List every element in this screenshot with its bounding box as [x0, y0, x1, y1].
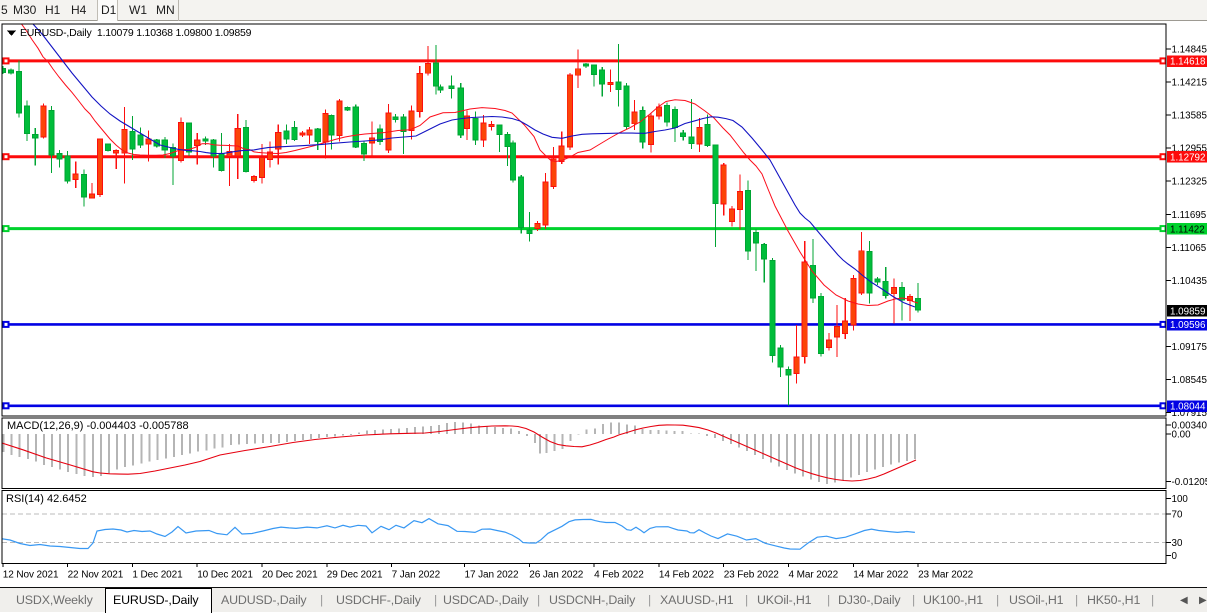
svg-text:100: 100	[1172, 494, 1189, 505]
svg-text:70: 70	[1172, 509, 1183, 520]
svg-text:26 Jan 2022: 26 Jan 2022	[529, 570, 583, 581]
svg-text:20 Dec 2021: 20 Dec 2021	[262, 570, 318, 581]
svg-text:7 Jan 2022: 7 Jan 2022	[392, 570, 441, 581]
svg-text:14 Feb 2022: 14 Feb 2022	[659, 570, 715, 581]
svg-text:1.11065: 1.11065	[1172, 243, 1207, 254]
svg-text:22 Nov 2021: 22 Nov 2021	[68, 570, 124, 581]
svg-text:EURUSD-,Daily 1.10079 1.10368: EURUSD-,Daily 1.10079 1.10368 1.09800 1.…	[20, 27, 252, 39]
svg-text:MACD(12,26,9) -0.004403 -0.005: MACD(12,26,9) -0.004403 -0.005788	[7, 420, 189, 432]
svg-text:1.08545: 1.08545	[1172, 375, 1207, 386]
svg-text:30: 30	[1172, 538, 1183, 549]
svg-text:1.13585: 1.13585	[1172, 111, 1207, 122]
svg-text:12 Nov 2021: 12 Nov 2021	[3, 570, 59, 581]
svg-text:4 Feb 2022: 4 Feb 2022	[594, 570, 644, 581]
svg-text:4 Mar 2022: 4 Mar 2022	[789, 570, 839, 581]
svg-text:-0.012058: -0.012058	[1172, 477, 1207, 488]
svg-text:29 Dec 2021: 29 Dec 2021	[327, 570, 383, 581]
svg-text:1.09175: 1.09175	[1172, 342, 1207, 353]
svg-text:0: 0	[1172, 551, 1178, 562]
svg-text:1.09859: 1.09859	[1170, 306, 1205, 317]
svg-text:1.08044: 1.08044	[1170, 402, 1206, 413]
svg-text:0.00: 0.00	[1172, 430, 1192, 441]
svg-text:1.12325: 1.12325	[1172, 177, 1207, 188]
svg-text:14 Mar 2022: 14 Mar 2022	[853, 570, 909, 581]
svg-text:23 Feb 2022: 23 Feb 2022	[724, 570, 780, 581]
svg-text:23 Mar 2022: 23 Mar 2022	[918, 570, 974, 581]
svg-text:1.14618: 1.14618	[1170, 57, 1206, 68]
svg-text:1.14845: 1.14845	[1172, 45, 1207, 56]
svg-text:RSI(14) 42.6452: RSI(14) 42.6452	[6, 493, 87, 505]
svg-text:1.11422: 1.11422	[1170, 224, 1205, 235]
svg-text:1.11695: 1.11695	[1172, 210, 1207, 221]
svg-text:1.09596: 1.09596	[1170, 320, 1206, 331]
svg-text:1.12792: 1.12792	[1170, 153, 1205, 164]
svg-text:1.10435: 1.10435	[1172, 276, 1207, 287]
svg-text:1 Dec 2021: 1 Dec 2021	[132, 570, 183, 581]
svg-text:10 Dec 2021: 10 Dec 2021	[197, 570, 253, 581]
svg-text:17 Jan 2022: 17 Jan 2022	[465, 570, 519, 581]
svg-text:1.14215: 1.14215	[1172, 78, 1207, 89]
